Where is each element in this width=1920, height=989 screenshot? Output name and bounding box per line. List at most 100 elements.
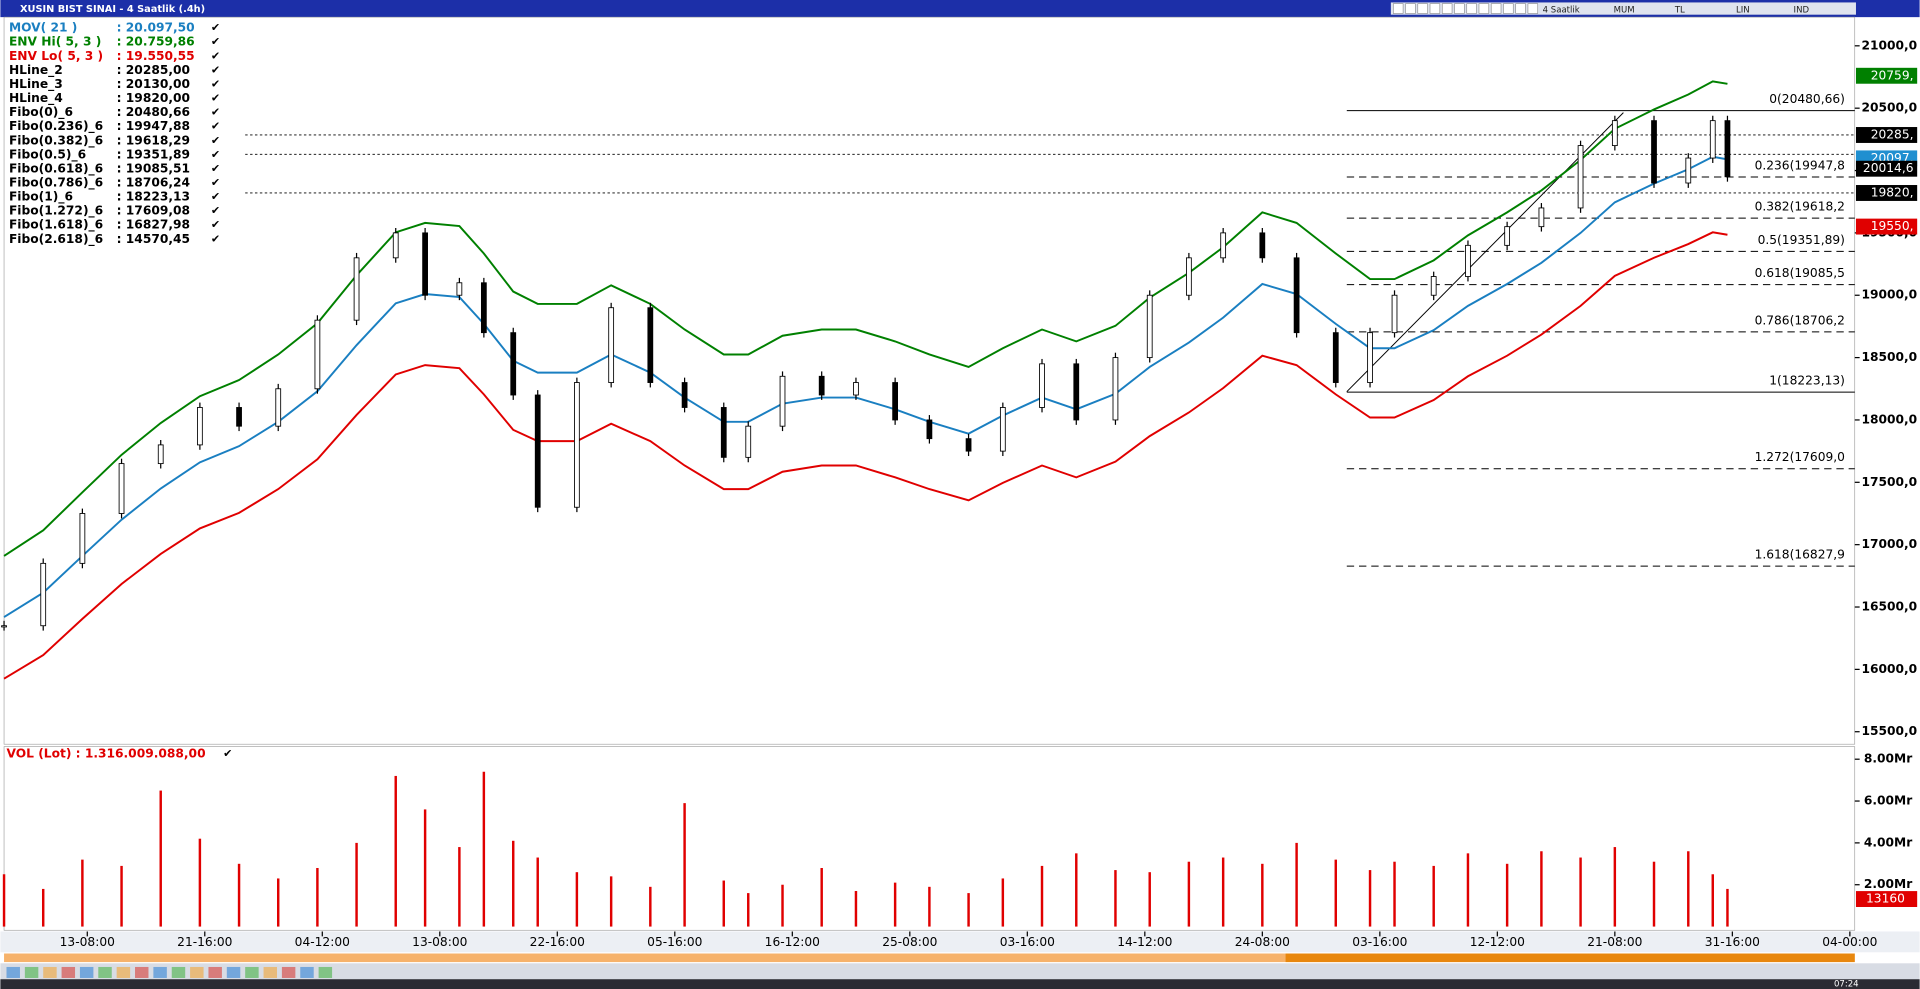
candle-body — [647, 307, 654, 383]
tool-icon[interactable] — [79, 966, 94, 978]
tool-icon[interactable] — [245, 966, 259, 978]
candle-body — [1611, 120, 1618, 147]
legend-check: ✔ — [211, 218, 220, 231]
toolbar-button[interactable] — [1454, 3, 1465, 14]
candle-body — [1186, 257, 1192, 296]
toolbar-button[interactable] — [1417, 3, 1428, 14]
volume-bar — [512, 840, 515, 927]
toolbar-button[interactable] — [1466, 3, 1477, 14]
tool-icon[interactable] — [24, 966, 39, 978]
tool-icon[interactable] — [6, 966, 20, 978]
candle-body — [236, 407, 242, 427]
legend-name: Fibo(1)_6 — [9, 190, 73, 205]
toolbar-button[interactable] — [1429, 3, 1441, 14]
tool-icon[interactable] — [171, 966, 186, 978]
tool-icon[interactable] — [318, 966, 333, 978]
candle-body — [1259, 232, 1266, 259]
legend-name: Fibo(0.236)_6 — [9, 119, 103, 134]
price-tag-label: 20285, — [1871, 127, 1914, 141]
legend-value: : 16827,98 — [117, 218, 190, 232]
volume-bar — [820, 867, 823, 927]
volume-bar — [41, 888, 45, 927]
volume-bar — [482, 771, 486, 927]
toolbar-button[interactable] — [1392, 3, 1404, 14]
price-tag — [1855, 218, 1918, 235]
volume-bar — [159, 790, 162, 927]
tool-icon[interactable] — [300, 966, 314, 978]
tool-icon[interactable] — [226, 966, 241, 978]
legend-check: ✔ — [211, 190, 220, 203]
toolbar-button[interactable] — [1478, 3, 1490, 14]
volume-bar — [536, 857, 539, 927]
toolbar-button[interactable] — [1441, 3, 1453, 14]
volume-bar — [747, 893, 750, 927]
volume-bar — [575, 872, 579, 927]
legend-check: ✔ — [211, 148, 220, 161]
legend-check: ✔ — [211, 63, 220, 76]
toolbar-button[interactable] — [1527, 3, 1539, 14]
toolbar-item[interactable]: LIN — [1736, 5, 1750, 15]
candle-body — [1465, 244, 1471, 277]
fibo-label: 0.382(19618,2 — [1755, 200, 1845, 214]
candle-body — [574, 382, 580, 508]
volume-bar — [1726, 888, 1729, 927]
toolbar-button[interactable] — [1515, 3, 1526, 14]
candle-body — [1367, 332, 1373, 383]
x-tick-label: 04-12:00 — [295, 935, 350, 949]
candle-body — [353, 257, 360, 321]
scrollbar[interactable] — [4, 953, 1855, 963]
legend-value: : 18223,13 — [117, 190, 190, 204]
legend-check: ✔ — [211, 35, 220, 48]
volume-bar — [893, 882, 897, 927]
volume-check: ✔ — [223, 747, 232, 760]
legend-value: : 20285,00 — [117, 63, 190, 77]
price-tag — [1855, 185, 1918, 201]
legend-name: HLine_4 — [9, 91, 63, 106]
x-tick-label: 21-16:00 — [177, 935, 232, 949]
tool-icon[interactable] — [208, 966, 222, 978]
tool-icon[interactable] — [43, 966, 57, 978]
legend-value: : 20.759,86 — [117, 35, 195, 49]
toolbar-item[interactable]: 4 Saatlik — [1543, 5, 1580, 15]
candle-body — [965, 438, 972, 452]
toolbar-button[interactable] — [1405, 3, 1416, 14]
volume-bar — [1295, 842, 1298, 927]
tool-icon[interactable] — [153, 966, 167, 978]
volume-bar — [1711, 874, 1714, 927]
tool-icon[interactable] — [135, 966, 149, 978]
legend-check: ✔ — [211, 176, 220, 189]
volume-bar — [120, 865, 123, 927]
tool-icon[interactable] — [61, 966, 76, 978]
tool-icon[interactable] — [116, 966, 131, 978]
tool-icon[interactable] — [190, 966, 204, 978]
legend-name: Fibo(0.618)_6 — [9, 161, 103, 176]
toolbar-item[interactable]: IND — [1794, 5, 1810, 15]
candle-body — [999, 407, 1006, 452]
candle-body — [1039, 363, 1045, 408]
toolbar-button[interactable] — [1503, 3, 1514, 14]
candle-body — [480, 282, 487, 334]
x-tick-label: 16-12:00 — [765, 935, 820, 949]
tool-icon[interactable] — [98, 966, 112, 978]
candle-body — [1430, 276, 1437, 296]
volume-bar — [1368, 870, 1372, 927]
legend-value: : 19947,88 — [117, 119, 190, 133]
candle-body — [392, 232, 399, 259]
price-tag-label: 19820, — [1871, 185, 1914, 199]
legend-check: ✔ — [211, 106, 220, 119]
volume-bar — [277, 878, 280, 927]
toolbar-button[interactable] — [1490, 3, 1502, 14]
scroll-thumb[interactable] — [1285, 953, 1855, 963]
volume-bar — [609, 876, 613, 927]
legend-check: ✔ — [211, 92, 220, 105]
candle-body — [720, 407, 727, 458]
toolbar-item[interactable]: MUM — [1614, 5, 1635, 15]
tool-icon[interactable] — [281, 966, 296, 978]
toolbar-item[interactable]: TL — [1674, 5, 1685, 15]
price-tag-label: 19550, — [1871, 219, 1914, 233]
fibo-label: 0.236(19947,8 — [1755, 159, 1845, 173]
volume-bar — [1187, 861, 1191, 927]
tool-icon[interactable] — [263, 966, 278, 978]
fibo-label: 0.618(19085,5 — [1755, 266, 1845, 280]
